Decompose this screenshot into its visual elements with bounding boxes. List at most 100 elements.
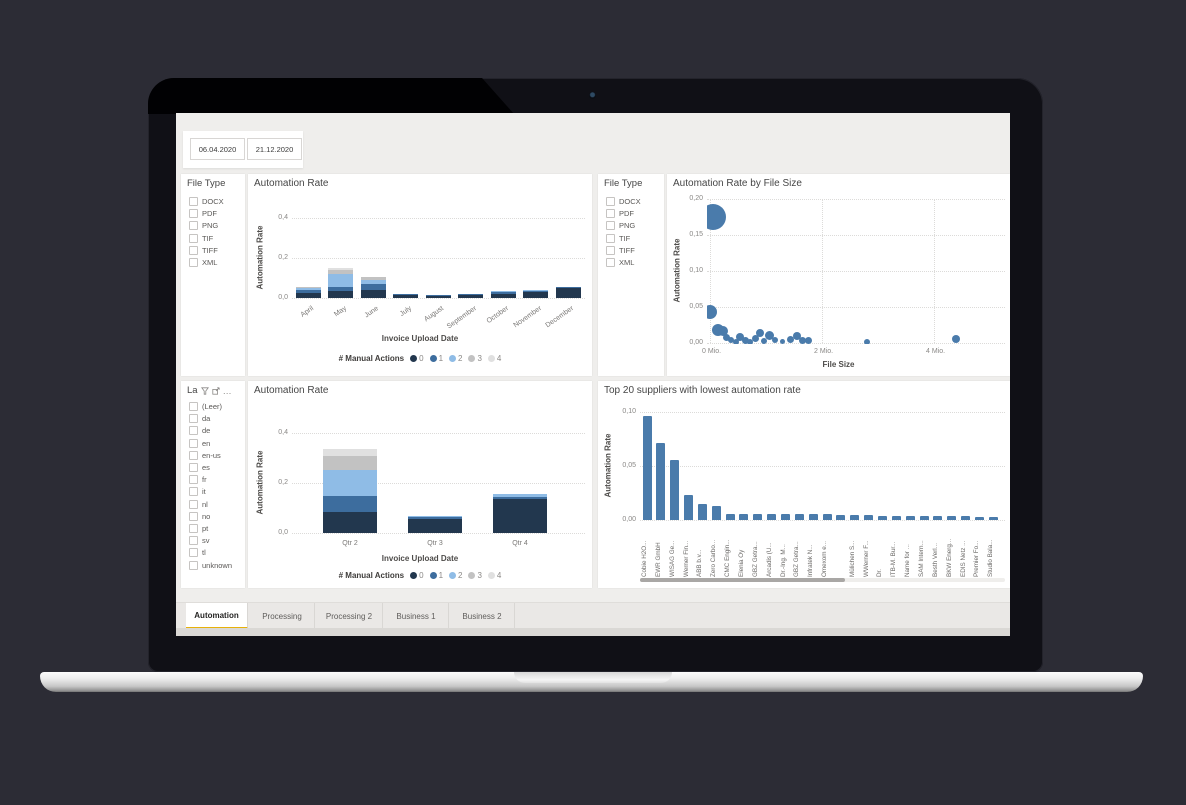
tab-processing-2[interactable]: Processing 2: [316, 603, 383, 629]
bar-segment[interactable]: [523, 290, 548, 291]
checkbox[interactable]: [189, 245, 198, 255]
slicer-checkbox-item[interactable]: de: [189, 425, 210, 436]
slicer-checkbox-item[interactable]: DOCX: [606, 196, 641, 207]
slicer-checkbox-item[interactable]: PNG: [606, 220, 635, 231]
slicer-checkbox-item[interactable]: (Leer): [189, 401, 222, 412]
bar-segment[interactable]: [295, 287, 321, 291]
bar-segment[interactable]: [555, 286, 581, 288]
scatter-point[interactable]: [707, 204, 726, 230]
slicer-checkbox-item[interactable]: it: [189, 486, 206, 497]
legend-item[interactable]: 4: [487, 354, 501, 363]
bar-supplier[interactable]: [822, 513, 832, 520]
checkbox[interactable]: [606, 197, 615, 206]
bar-supplier[interactable]: [670, 459, 680, 520]
slicer-checkbox-item[interactable]: PDF: [606, 208, 634, 219]
slicer-checkbox-item[interactable]: da: [189, 413, 210, 424]
bar-segment[interactable]: [328, 267, 353, 271]
bar-supplier[interactable]: [725, 513, 735, 520]
scatter-point[interactable]: [747, 338, 754, 344]
slicer-checkbox-item[interactable]: XML: [189, 257, 217, 268]
bar-segment[interactable]: [490, 294, 516, 298]
bar-segment[interactable]: [328, 287, 353, 291]
bar-segment[interactable]: [493, 497, 547, 499]
bar-supplier[interactable]: [642, 416, 652, 520]
bar-segment[interactable]: [490, 290, 516, 292]
legend-item[interactable]: 1: [429, 571, 443, 580]
bar-segment[interactable]: [458, 294, 483, 295]
bar-supplier[interactable]: [988, 516, 998, 520]
checkbox[interactable]: [189, 221, 198, 231]
slicer-checkbox-item[interactable]: PNG: [189, 220, 218, 231]
bar-segment[interactable]: [328, 273, 353, 288]
bar-segment[interactable]: [360, 290, 386, 298]
scatter-point[interactable]: [799, 337, 807, 344]
checkbox[interactable]: [189, 548, 198, 558]
slicer-checkbox-item[interactable]: TIFF: [606, 245, 635, 256]
bar-segment[interactable]: [328, 290, 353, 298]
bar-supplier[interactable]: [974, 516, 984, 520]
bar-supplier[interactable]: [711, 505, 721, 520]
slicer-checkbox-item[interactable]: pt: [189, 523, 208, 534]
bar-segment[interactable]: [323, 495, 377, 513]
checkbox[interactable]: [189, 414, 198, 424]
legend-item[interactable]: 3: [468, 571, 482, 580]
scatter-point[interactable]: [718, 326, 729, 337]
tab-processing[interactable]: Processing: [250, 603, 315, 629]
scatter-point[interactable]: [771, 337, 778, 344]
slicer-checkbox-item[interactable]: TIFF: [189, 245, 218, 256]
scatter-point[interactable]: [952, 334, 961, 343]
checkbox[interactable]: [189, 511, 198, 521]
bar-segment[interactable]: [360, 283, 386, 291]
scatter-point[interactable]: [764, 331, 774, 341]
filter-icon[interactable]: [200, 386, 209, 395]
bar-segment[interactable]: [323, 455, 377, 470]
checkbox[interactable]: [189, 560, 198, 570]
checkbox[interactable]: [189, 536, 198, 546]
bar-segment[interactable]: [555, 288, 581, 298]
checkbox[interactable]: [606, 258, 615, 267]
checkbox[interactable]: [189, 233, 198, 243]
bar-segment[interactable]: [393, 294, 418, 295]
bar-segment[interactable]: [523, 290, 548, 293]
checkbox[interactable]: [606, 209, 615, 219]
checkbox[interactable]: [189, 499, 198, 509]
bar-segment[interactable]: [328, 270, 353, 274]
bar-supplier[interactable]: [739, 513, 749, 520]
legend-item[interactable]: 3: [468, 354, 482, 363]
bar-supplier[interactable]: [781, 513, 790, 520]
bar-supplier[interactable]: [753, 513, 763, 520]
slicer-checkbox-item[interactable]: TIF: [606, 233, 630, 244]
scatter-point[interactable]: [780, 339, 786, 344]
checkbox[interactable]: [606, 245, 615, 255]
more-options-icon[interactable]: …: [222, 385, 232, 396]
bar-segment[interactable]: [360, 277, 386, 280]
bar-segment[interactable]: [408, 515, 462, 518]
checkbox[interactable]: [189, 438, 198, 448]
slicer-checkbox-item[interactable]: en-us: [189, 450, 221, 461]
legend-item[interactable]: 4: [487, 571, 501, 580]
scatter-point[interactable]: [863, 338, 870, 344]
scatter-point[interactable]: [741, 337, 749, 344]
tab-automation[interactable]: Automation: [186, 603, 248, 629]
scatter-point[interactable]: [756, 328, 765, 337]
bar-segment[interactable]: [360, 279, 386, 284]
slicer-checkbox-item[interactable]: tl: [189, 547, 206, 558]
scatter-point[interactable]: [761, 337, 768, 344]
bar-segment[interactable]: [523, 292, 548, 298]
bar-segment[interactable]: [393, 294, 418, 298]
tab-business-1[interactable]: Business 1: [384, 603, 449, 629]
checkbox[interactable]: [189, 209, 198, 219]
bar-segment[interactable]: [490, 291, 516, 294]
bar-segment[interactable]: [295, 290, 321, 293]
bar-supplier[interactable]: [891, 515, 901, 520]
bar-segment[interactable]: [458, 295, 483, 298]
slicer-checkbox-item[interactable]: DOCX: [189, 196, 224, 207]
checkbox[interactable]: [189, 475, 198, 485]
bar-segment[interactable]: [408, 517, 462, 519]
bar-segment[interactable]: [323, 448, 377, 456]
bar-segment[interactable]: [323, 512, 377, 533]
checkbox[interactable]: [189, 402, 198, 411]
bar-supplier[interactable]: [794, 513, 804, 520]
checkbox[interactable]: [189, 487, 198, 497]
scatter-point[interactable]: [736, 332, 745, 341]
